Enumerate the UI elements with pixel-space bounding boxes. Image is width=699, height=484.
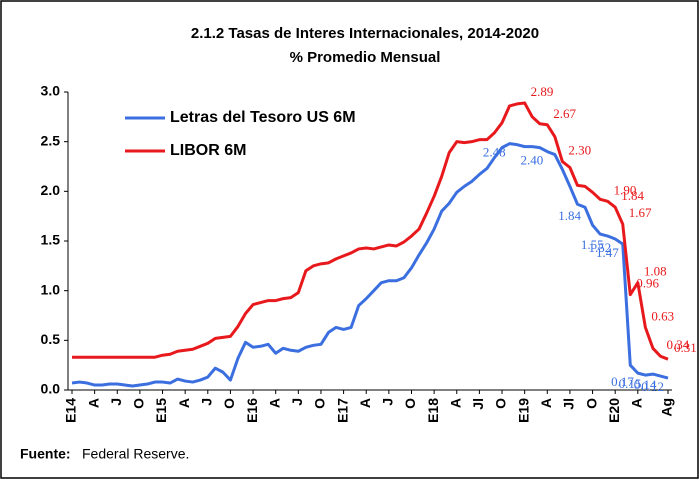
- x-tick-label: E14: [63, 398, 79, 423]
- y-tick-label: 2.5: [41, 132, 61, 148]
- x-tick-label: A: [357, 398, 373, 408]
- data-label: 0.12: [641, 379, 664, 394]
- data-label: 0.14: [634, 377, 657, 392]
- x-tick-label: O: [312, 398, 328, 409]
- data-label: 2.30: [568, 143, 591, 158]
- data-label: 2.40: [521, 153, 544, 168]
- x-tick-label: O: [493, 398, 509, 409]
- x-tick-label: J: [199, 398, 215, 406]
- x-tick-label: A: [176, 398, 192, 408]
- data-label: 1.84: [558, 208, 581, 223]
- y-tick-label: 3.0: [41, 83, 61, 99]
- chart-subtitle: % Promedio Mensual: [290, 49, 441, 66]
- x-tick-label: O: [221, 398, 237, 409]
- data-label: 0.17: [611, 374, 634, 389]
- data-label: 1.84: [621, 188, 644, 203]
- source: Federal Reserve.: [82, 446, 189, 462]
- data-label: 1.52: [588, 240, 611, 255]
- x-tick-label: A: [629, 398, 645, 408]
- x-tick-label: A: [266, 398, 282, 408]
- data-label: 1.55: [581, 237, 604, 252]
- legend-label: LIBOR 6M: [170, 142, 246, 159]
- legend-label: Letras del Tesoro US 6M: [170, 109, 356, 126]
- chart-title: 2.1.2 Tasas de Interes Internacionales, …: [191, 25, 539, 42]
- x-tick-label: Jl: [470, 398, 486, 410]
- y-tick-label: 1.5: [41, 232, 61, 248]
- x-tick-label: E16: [244, 398, 260, 423]
- x-tick-label: A: [538, 398, 554, 408]
- y-tick-label: 0.5: [41, 331, 61, 347]
- data-label: 0.31: [674, 340, 697, 355]
- data-label: 0.34: [666, 337, 689, 352]
- x-tick-label: Ag: [659, 398, 675, 417]
- series-line: [72, 101, 669, 361]
- x-tick-label: J: [289, 398, 305, 406]
- data-label: 2.89: [531, 84, 554, 99]
- x-tick-label: E18: [425, 398, 441, 423]
- x-tick-label: O: [131, 398, 147, 409]
- x-tick-label: E17: [334, 398, 350, 423]
- series-line: [71, 142, 669, 388]
- x-tick-label: J: [380, 398, 396, 406]
- x-tick-label: E19: [515, 398, 531, 423]
- source-label: Fuente:: [20, 446, 71, 462]
- data-label: 0.63: [651, 308, 674, 323]
- data-label: 1.47: [596, 245, 619, 260]
- x-tick-label: J: [108, 398, 124, 406]
- data-label: 2.48: [483, 145, 506, 160]
- x-tick-label: O: [402, 398, 418, 409]
- data-label: 1.08: [644, 264, 667, 279]
- y-tick-label: 1.0: [41, 281, 61, 297]
- x-tick-label: Jl: [561, 398, 577, 410]
- data-label: 0.96: [636, 276, 659, 291]
- data-label: 1.67: [629, 205, 652, 220]
- data-label: 0.15: [619, 376, 642, 391]
- x-tick-label: A: [85, 398, 101, 408]
- x-tick-label: O: [583, 398, 599, 409]
- x-tick-label: E20: [606, 398, 622, 423]
- x-tick-label: E15: [153, 398, 169, 423]
- x-tick-label: A: [447, 398, 463, 408]
- data-label: 2.67: [553, 106, 576, 121]
- y-tick-label: 0.0: [41, 381, 61, 397]
- y-tick-label: 2.0: [41, 182, 61, 198]
- data-label: 1.90: [614, 182, 637, 197]
